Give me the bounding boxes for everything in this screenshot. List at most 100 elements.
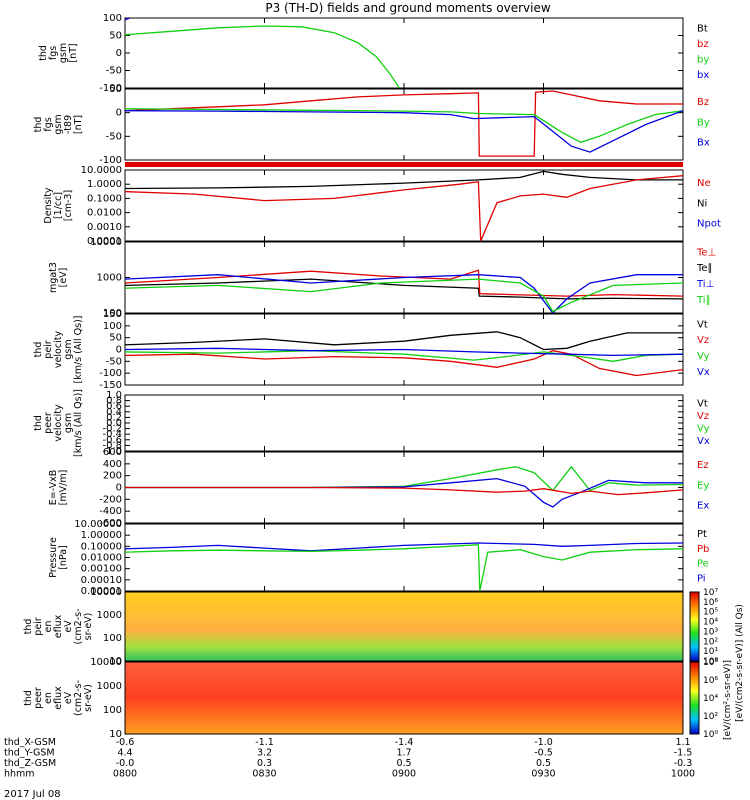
y-tick-label: -150 [99, 380, 122, 391]
y-tick-label: 600 [103, 447, 122, 458]
y-label-line: peer [43, 412, 54, 434]
legend-Bz: Bz [697, 97, 709, 108]
x-row-value: 1000 [671, 769, 695, 780]
series-group [125, 465, 683, 508]
y-tick-label: -100 [99, 368, 122, 379]
y-label-line: [km/s (All Qs)] [73, 389, 84, 457]
x-row-value: 1.7 [396, 748, 411, 759]
spectrogram-8 [124, 591, 684, 662]
legend-Te⊥: Te⊥ [696, 247, 716, 258]
legend-Vz: Vz [697, 335, 709, 346]
y-tick-label: -0.8 [102, 440, 122, 451]
y-tick-label: -100 [99, 83, 122, 94]
y-tick-label: 10.00000 [74, 519, 122, 530]
panel-fgs-t89: 50 0 -50 -100 thd fgs gsm -t89 [nT] Bz By Bx [33, 84, 710, 166]
x-row-label: hhmm [4, 769, 35, 780]
colorbar-label: 10⁰ [703, 730, 718, 740]
colorbar-label: 10⁷ [703, 588, 718, 598]
legend-bx: bx [697, 70, 709, 81]
colorbar-stack: 10⁷10⁶10⁵10⁴10³10²10¹10⁰10⁸10⁶10⁴10²10⁰[… [689, 588, 745, 740]
colorbar-title-2: [eV/(cm²-s-sr-eV)] [723, 660, 733, 740]
y-tick-label: 50 [109, 31, 122, 42]
y-axis-label: Density [1/cc] [cm-3] [43, 187, 74, 223]
colorbar-label: 10⁵ [703, 608, 718, 618]
y-tick-label: 0 [116, 48, 122, 59]
y-label-line: peir [33, 617, 44, 636]
colorbar-label: 10⁴ [703, 618, 718, 628]
y-label-line: [mV/m] [58, 470, 69, 506]
legend-Npot: Npot [697, 219, 721, 230]
y-tick-label: 1.00000 [81, 530, 122, 541]
y-label-line: E=-VxB [48, 470, 59, 505]
y-label-line: fgs [48, 46, 59, 60]
y-tick-label: 100 [103, 308, 122, 319]
y-tick-label: 10 [109, 729, 122, 740]
y-tick-label: 10000 [90, 657, 122, 668]
y-tick-label: 0.0010 [87, 222, 122, 233]
series-Te∥ [125, 278, 683, 300]
x-axis: thd_X-GSM -0.6 -1.1 -1.4 -1.0 1.1 thd_Y-GSM 4.4… [4, 737, 695, 780]
panel-fgs-nt: 100 50 0 -50 -100 thd fgs gsm [nT] Bt bz by bx [38, 13, 709, 94]
y-tick-label: 1000 [97, 610, 122, 621]
y-tick-label: 0.00001 [81, 586, 122, 597]
legend-Pb: Pb [697, 544, 709, 555]
legend-Vy: Vy [697, 351, 710, 362]
y-tick-label: 10000 [90, 237, 122, 248]
x-row-value: -0.5 [534, 748, 553, 759]
y-label-line: [eV] [58, 268, 69, 288]
legend-bz: bz [697, 39, 709, 50]
y-label-line: thd [33, 415, 44, 431]
series-Bz [125, 90, 683, 157]
legend-Bt: Bt [697, 23, 708, 34]
legend-By: By [697, 117, 710, 128]
y-tick-label: 0.00100 [81, 564, 122, 575]
series-Ex [125, 477, 683, 508]
y-tick-label: 1.0 [106, 390, 122, 401]
legend-Vt: Vt [697, 319, 708, 330]
y-tick-label: -0.4 [102, 429, 122, 440]
x-row-value: -0.6 [116, 737, 135, 748]
series-group [125, 542, 683, 591]
series-Vx [125, 347, 683, 357]
y-label-line: velocity [53, 331, 64, 369]
y-axis-label: Pressure [nPa] [48, 537, 69, 578]
x-row-value: 0.5 [536, 758, 551, 769]
y-label-line: mgat3 [48, 262, 59, 293]
y-tick-label: 1000 [97, 681, 122, 692]
y-axis-label: thd fgs gsm -t89 [nT] [33, 114, 84, 134]
y-tick-label: 100 [103, 13, 122, 24]
y-label-line: thd [23, 619, 34, 635]
series-Ez [125, 486, 683, 496]
y-axis-label: thd peer en eflux eV (cm2-s-sr-eV) [23, 680, 94, 716]
x-row-value: -1.1 [255, 737, 274, 748]
colorbar-title: [eV/(cm2-s-sr-eV)] (All Qs) [735, 604, 745, 722]
y-tick-label: -50 [106, 66, 122, 77]
y-tick-label: 0.1000 [87, 193, 122, 204]
y-tick-label: 0 [116, 345, 122, 356]
y-label-line: peir [43, 340, 54, 359]
legend-Ti∥: Ti∥ [696, 295, 711, 306]
x-row-value: 0830 [252, 769, 276, 780]
y-label-line: [km/s (All Qs)] [73, 316, 84, 384]
y-tick-label: 0.0001 [87, 236, 122, 247]
series-group [125, 269, 683, 313]
colorbar-label: 10² [703, 637, 718, 647]
y-label-line: gsm [63, 413, 74, 433]
y-label-line: sr-eV) [83, 684, 94, 712]
x-row-value: 0900 [392, 769, 416, 780]
y-label-line: peer [33, 687, 44, 709]
legend-Ti⊥: Ti⊥ [696, 279, 714, 290]
x-row-value: 3.2 [257, 748, 272, 759]
legend-Pi: Pi [697, 574, 706, 585]
y-tick-label: 150 [103, 309, 122, 320]
x-row-value: 0800 [113, 769, 137, 780]
legend-Ey: Ey [697, 480, 709, 491]
series-Vy [125, 350, 683, 362]
legend-Vx: Vx [697, 436, 710, 447]
y-label-line: sr-eV) [83, 613, 94, 641]
y-tick-label: 0.10000 [81, 541, 122, 552]
colorbar-title-text: [eV/(cm2-s-sr-eV)] (All Qs) [735, 604, 745, 722]
